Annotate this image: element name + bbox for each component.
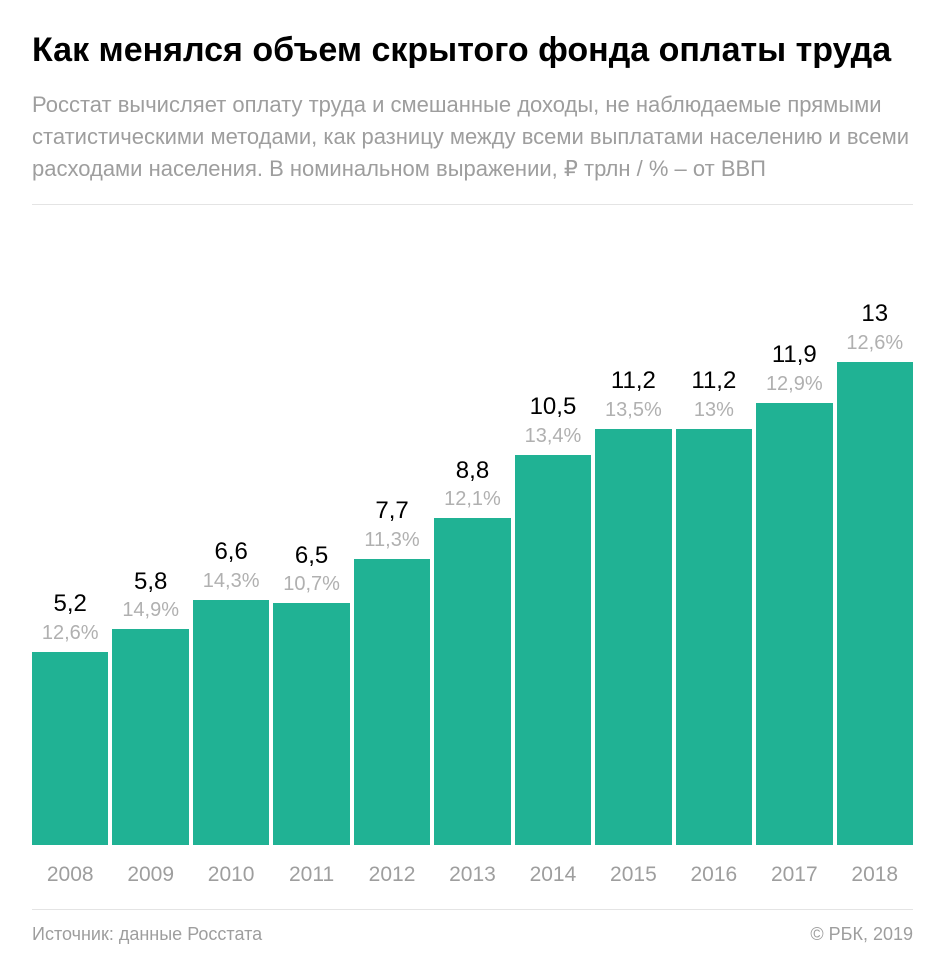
bar-value-label: 6,6 — [214, 539, 247, 565]
bar-rect — [354, 559, 430, 845]
bar-rect — [676, 429, 752, 845]
xaxis-label: 2017 — [756, 863, 832, 887]
bar-col: 10,5 13,4% — [515, 225, 591, 845]
chart-title: Как менялся объем скрытого фонда оплаты … — [32, 30, 913, 71]
xaxis-row: 2008200920102011201220132014201520162017… — [32, 863, 913, 887]
bars-row: 5,2 12,6% 5,8 14,9% 6,6 14,3% 6,5 10,7% 7,7 11,3%… — [32, 225, 913, 845]
bar-rect — [273, 603, 349, 845]
bar-value-label: 8,8 — [456, 458, 489, 484]
bar-percent-label: 13% — [694, 399, 734, 421]
bar-value-label: 11,9 — [772, 342, 817, 368]
bar-percent-label: 13,5% — [605, 399, 662, 421]
bar-rect — [112, 629, 188, 845]
bar-value-label: 5,2 — [54, 591, 87, 617]
bar-col: 7,7 11,3% — [354, 225, 430, 845]
bar-rect — [193, 600, 269, 845]
bar-value-label: 11,2 — [691, 368, 736, 394]
bar-percent-label: 12,6% — [846, 332, 903, 354]
bar-percent-label: 12,1% — [444, 488, 501, 510]
top-divider — [32, 204, 913, 205]
bar-value-label: 7,7 — [375, 498, 408, 524]
bar-rect — [32, 652, 108, 845]
bar-col: 5,8 14,9% — [112, 225, 188, 845]
xaxis-label: 2010 — [193, 863, 269, 887]
bar-col: 11,9 12,9% — [756, 225, 832, 845]
bar-percent-label: 14,3% — [203, 570, 260, 592]
xaxis-label: 2012 — [354, 863, 430, 887]
bar-rect — [595, 429, 671, 845]
bar-value-label: 5,8 — [134, 569, 167, 595]
xaxis-label: 2008 — [32, 863, 108, 887]
bar-col: 6,5 10,7% — [273, 225, 349, 845]
footer-row: Источник: данные Росстата © РБК, 2019 — [32, 924, 913, 945]
bar-percent-label: 11,3% — [364, 529, 419, 551]
bar-col: 6,6 14,3% — [193, 225, 269, 845]
xaxis-label: 2009 — [112, 863, 188, 887]
bar-percent-label: 13,4% — [525, 425, 582, 447]
bottom-divider — [32, 909, 913, 910]
source-label: Источник: данные Росстата — [32, 924, 262, 945]
xaxis-label: 2018 — [837, 863, 913, 887]
bar-col: 5,2 12,6% — [32, 225, 108, 845]
bar-rect — [756, 403, 832, 845]
xaxis-label: 2016 — [676, 863, 752, 887]
xaxis-label: 2011 — [273, 863, 349, 887]
xaxis-label: 2015 — [595, 863, 671, 887]
bar-percent-label: 10,7% — [283, 573, 340, 595]
copyright-label: © РБК, 2019 — [810, 924, 913, 945]
bar-col: 8,8 12,1% — [434, 225, 510, 845]
bar-col: 11,2 13% — [676, 225, 752, 845]
bar-rect — [434, 518, 510, 845]
bar-rect — [515, 455, 591, 845]
bar-percent-label: 12,9% — [766, 373, 823, 395]
bar-value-label: 6,5 — [295, 543, 328, 569]
bar-percent-label: 12,6% — [42, 622, 99, 644]
chart-subtitle: Росстат вычисляет оплату труда и смешанн… — [32, 89, 913, 185]
bar-value-label: 13 — [861, 301, 888, 327]
xaxis-label: 2013 — [434, 863, 510, 887]
bar-value-label: 11,2 — [611, 368, 656, 394]
bar-col: 11,2 13,5% — [595, 225, 671, 845]
bar-col: 13 12,6% — [837, 225, 913, 845]
xaxis-label: 2014 — [515, 863, 591, 887]
bar-value-label: 10,5 — [530, 394, 577, 420]
chart-area: 5,2 12,6% 5,8 14,9% 6,6 14,3% 6,5 10,7% 7,7 11,3%… — [32, 225, 913, 901]
bar-percent-label: 14,9% — [122, 599, 179, 621]
bar-rect — [837, 362, 913, 845]
